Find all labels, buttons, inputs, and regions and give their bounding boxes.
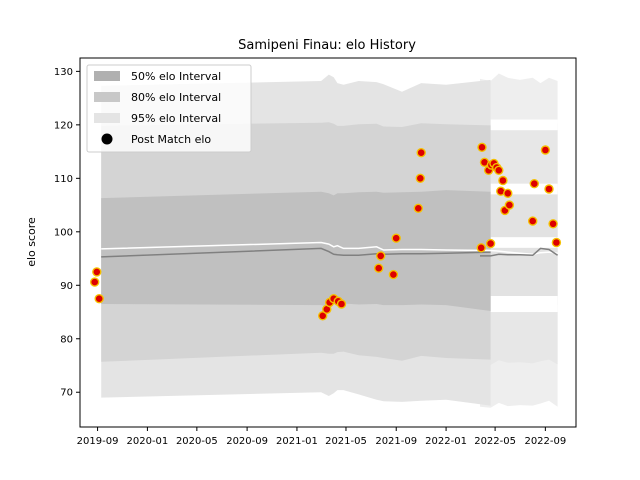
y-tick-label-100: 100 (54, 227, 73, 238)
data-point-34 (548, 219, 558, 229)
legend-label-post-match: Post Match elo (131, 133, 211, 146)
data-point-29 (504, 200, 515, 210)
data-point-35 (551, 237, 562, 248)
legend-label-50: 50% elo Interval (131, 70, 221, 83)
y-tick-label-110: 110 (54, 174, 73, 185)
legend-swatch-80 (94, 92, 120, 102)
data-point-26 (498, 175, 508, 186)
plot-area (89, 73, 562, 408)
data-point-33 (544, 184, 554, 194)
mean-line (101, 241, 491, 252)
data-point-24 (494, 165, 504, 176)
x-tick-label-2020-05: 2020-05 (176, 436, 218, 447)
data-point-30 (528, 216, 538, 226)
legend-swatch-50 (94, 71, 120, 81)
legend-marker-post-match (101, 133, 113, 145)
median-line (101, 247, 491, 258)
legend-label-95: 95% elo Interval (131, 112, 221, 125)
legend: 50% elo Interval 80% elo Interval 95% el… (86, 64, 252, 153)
forecast-gap-3 (490, 119, 558, 131)
data-point-31 (529, 178, 539, 189)
x-tick-label-2020-09: 2020-09 (226, 436, 268, 447)
data-point-8 (336, 299, 347, 309)
data-point-3 (318, 311, 328, 321)
data-point-28 (503, 188, 513, 199)
y-tick-label-70: 70 (60, 388, 73, 399)
legend-label-80: 80% elo Interval (131, 91, 221, 104)
data-point-10 (376, 251, 386, 261)
x-axis: 2019-09 2020-01 2020-05 2020-09 2021-01 2021-… (77, 427, 566, 447)
y-tick-label-90: 90 (60, 281, 73, 292)
x-tick-label-2019-09: 2019-09 (77, 436, 119, 447)
y-tick-label-120: 120 (54, 120, 73, 131)
y-axis: 70 80 90 100 110 120 130 (54, 67, 80, 399)
x-tick-label-2022-09: 2022-09 (524, 436, 566, 447)
data-point-17 (477, 142, 487, 153)
data-point-2 (94, 294, 104, 304)
x-tick-label-2021-01: 2021-01 (276, 436, 318, 447)
y-axis-title: elo score (25, 217, 38, 267)
plot-frame (79, 57, 577, 428)
data-point-32 (540, 145, 551, 155)
forecast-mean-line (479, 249, 558, 256)
data-point-15 (416, 147, 426, 158)
data-point-20 (485, 238, 496, 249)
x-tick-label-2022-05: 2022-05 (474, 436, 516, 447)
data-point-11 (388, 269, 399, 280)
forecast-median-line (480, 247, 559, 257)
legend-swatch-95 (94, 113, 120, 123)
forecast-gap-2 (490, 183, 558, 195)
forecast-gap-1 (490, 237, 558, 248)
chart-title: Samipeni Finau: elo History (238, 38, 416, 53)
data-point-9 (374, 263, 384, 273)
data-point-14 (415, 173, 425, 184)
x-tick-label-2022-01: 2022-01 (425, 436, 467, 447)
data-point-12 (391, 233, 401, 243)
data-point-0 (89, 277, 100, 287)
x-tick-label-2021-05: 2021-05 (325, 436, 367, 447)
x-tick-label-2021-09: 2021-09 (375, 436, 417, 447)
forecast-gap-0 (490, 295, 558, 313)
y-tick-label-80: 80 (60, 334, 73, 345)
legend-box (86, 64, 252, 153)
data-point-13 (413, 203, 423, 214)
x-tick-label-2020-01: 2020-01 (127, 436, 169, 447)
data-point-16 (476, 243, 486, 253)
band-50 (101, 190, 491, 311)
data-point-1 (92, 267, 102, 277)
y-tick-label-130: 130 (54, 67, 73, 78)
